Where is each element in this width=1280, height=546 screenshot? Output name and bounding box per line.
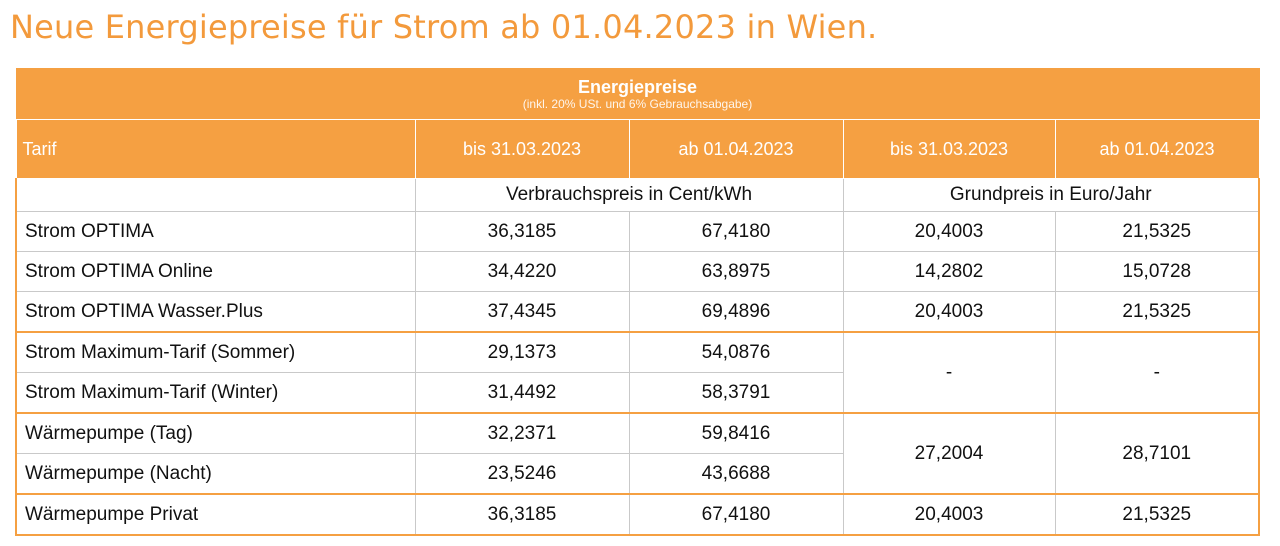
header-subtitle: (inkl. 20% USt. und 6% Gebrauchsabgabe) xyxy=(522,97,753,111)
header-title: Energiepreise xyxy=(577,77,698,97)
energy-price-table: Energiepreise (inkl. 20% USt. und 6% Geb… xyxy=(15,68,1260,536)
col-header-grund-bis: bis 31.03.2023 xyxy=(842,119,1056,179)
unit-empty-cell xyxy=(15,178,416,212)
verbrauch-bis-value: 32,2371 xyxy=(414,412,630,454)
grund-ab-value: 21,5325 xyxy=(1054,291,1260,333)
verbrauch-bis-value: 36,3185 xyxy=(414,211,630,252)
verbrauch-ab-value: 67,4180 xyxy=(628,211,844,252)
table-row: Strom Maximum-Tarif (Sommer) 29,1373 54,… xyxy=(15,331,1260,414)
col-header-tarif: Tarif xyxy=(15,119,416,179)
table-row: Wärmepumpe (Nacht) 23,5246 43,6688 xyxy=(15,453,1259,495)
unit-verbrauch: Verbrauchspreis in Cent/kWh xyxy=(414,178,844,212)
table-row: Wärmepumpe Privat 36,3185 67,4180 20,400… xyxy=(15,493,1260,536)
grund-bis-value: 20,4003 xyxy=(842,211,1056,252)
verbrauch-bis-value: 31,4492 xyxy=(414,372,630,414)
tarif-name: Wärmepumpe Privat xyxy=(15,493,416,536)
verbrauch-ab-value: 59,8416 xyxy=(628,412,844,454)
verbrauch-ab-value: 63,8975 xyxy=(628,251,844,292)
grund-bis-value: 20,4003 xyxy=(842,493,1056,536)
unit-row: Verbrauchspreis in Cent/kWh Grundpreis i… xyxy=(15,178,1260,212)
col-header-verbrauch-bis: bis 31.03.2023 xyxy=(414,119,630,179)
grund-bis-value: 14,2802 xyxy=(842,251,1056,292)
column-header-row: Tarif bis 31.03.2023 ab 01.04.2023 bis 3… xyxy=(15,119,1260,179)
verbrauch-ab-value: 58,3791 xyxy=(628,372,844,414)
grund-ab-value: - xyxy=(1054,331,1260,414)
tarif-name: Strom OPTIMA xyxy=(15,211,416,252)
col-header-grund-ab: ab 01.04.2023 xyxy=(1054,119,1260,179)
table-row: Wärmepumpe (Tag) 32,2371 59,8416 27,2004… xyxy=(15,412,1260,495)
table-row: Strom OPTIMA 36,3185 67,4180 20,4003 21,… xyxy=(15,211,1260,252)
grund-bis-value: 27,2004 xyxy=(842,412,1056,495)
tarif-name: Strom OPTIMA Online xyxy=(15,251,416,292)
grund-ab-value: 28,7101 xyxy=(1054,412,1260,495)
verbrauch-bis-value: 37,4345 xyxy=(414,291,630,333)
grund-ab-value: 21,5325 xyxy=(1054,493,1260,536)
verbrauch-ab-value: 67,4180 xyxy=(628,493,844,536)
verbrauch-ab-value: 69,4896 xyxy=(628,291,844,333)
verbrauch-ab-value: 54,0876 xyxy=(628,331,844,373)
grund-ab-value: 21,5325 xyxy=(1054,211,1260,252)
table-row: Strom Maximum-Tarif (Winter) 31,4492 58,… xyxy=(15,372,1259,414)
grund-bis-value: 20,4003 xyxy=(842,291,1056,333)
table-header-banner: Energiepreise (inkl. 20% USt. und 6% Geb… xyxy=(15,68,1260,120)
verbrauch-bis-value: 29,1373 xyxy=(414,331,630,373)
verbrauch-bis-value: 23,5246 xyxy=(414,453,630,495)
verbrauch-bis-value: 36,3185 xyxy=(414,493,630,536)
grund-ab-value: 15,0728 xyxy=(1054,251,1260,292)
header-banner-cell: Energiepreise (inkl. 20% USt. und 6% Geb… xyxy=(15,68,1260,120)
page-title: Neue Energiepreise für Strom ab 01.04.20… xyxy=(10,8,878,46)
table-row: Strom OPTIMA Wasser.Plus 37,4345 69,4896… xyxy=(15,291,1260,333)
tarif-name: Strom Maximum-Tarif (Sommer) xyxy=(15,331,416,373)
col-header-verbrauch-ab: ab 01.04.2023 xyxy=(628,119,844,179)
tarif-name: Wärmepumpe (Nacht) xyxy=(15,453,416,495)
table-row: Strom OPTIMA Online 34,4220 63,8975 14,2… xyxy=(15,251,1260,292)
tarif-name: Strom Maximum-Tarif (Winter) xyxy=(15,372,416,414)
verbrauch-ab-value: 43,6688 xyxy=(628,453,844,495)
verbrauch-bis-value: 34,4220 xyxy=(414,251,630,292)
unit-grund: Grundpreis in Euro/Jahr xyxy=(842,178,1260,212)
grund-bis-value: - xyxy=(842,331,1056,414)
tarif-name: Wärmepumpe (Tag) xyxy=(15,412,416,454)
tarif-name: Strom OPTIMA Wasser.Plus xyxy=(15,291,416,333)
